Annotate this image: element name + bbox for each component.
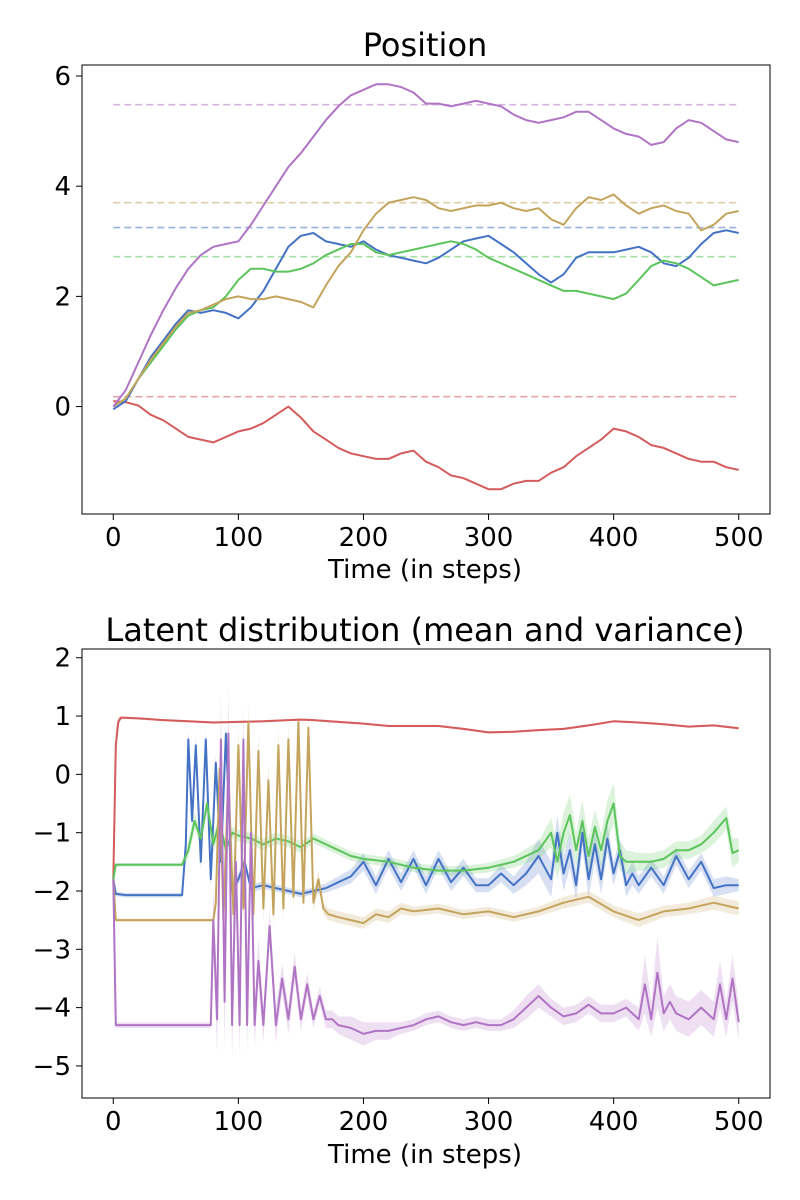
- chart-title: Latent distribution (mean and variance): [105, 611, 744, 649]
- variance-band-3: [113, 704, 739, 938]
- x-axis-label: Time (in steps): [327, 555, 522, 585]
- chart-title: Position: [363, 26, 488, 64]
- series-line-2: [112, 240, 739, 408]
- x-axis-label: Time (in steps): [327, 1140, 522, 1170]
- series-line-0: [112, 716, 739, 880]
- y-tick-label: 0: [54, 760, 71, 790]
- series-line-3: [112, 193, 739, 408]
- y-tick-label: −5: [33, 1052, 71, 1082]
- y-tick-label: 0: [54, 393, 71, 423]
- y-tick-label: −4: [33, 994, 71, 1024]
- series-line-1: [112, 732, 739, 897]
- x-tick-label: 300: [464, 523, 514, 553]
- y-axis: 0 2 4 6: [54, 62, 82, 423]
- x-tick-label: 500: [714, 1107, 764, 1137]
- x-tick-label: 300: [464, 1107, 514, 1137]
- x-tick-label: 200: [339, 1107, 389, 1137]
- series-line-2: [112, 802, 740, 880]
- y-axis: −5 −4 −3 −2 −1 0 1 2: [33, 644, 82, 1082]
- x-tick-label: 0: [105, 523, 122, 553]
- x-tick-label: 100: [214, 1107, 264, 1137]
- x-tick-label: 100: [214, 523, 264, 553]
- series-line-0: [113, 400, 739, 491]
- y-tick-label: 2: [54, 282, 71, 312]
- series-lines: [112, 83, 739, 491]
- series-line-4: [112, 83, 739, 408]
- plot-frame: [81, 64, 771, 515]
- series-lines: [112, 716, 740, 1035]
- x-tick-label: 0: [105, 1107, 122, 1137]
- x-tick-label: 500: [714, 523, 764, 553]
- variance-band-4: [113, 686, 739, 1061]
- y-tick-label: −3: [33, 935, 71, 965]
- y-tick-label: −2: [33, 877, 71, 907]
- x-axis: 0 100 200 300 400 500: [105, 1098, 764, 1137]
- x-tick-label: 400: [589, 523, 639, 553]
- plot-frame: [81, 648, 771, 1099]
- y-tick-label: −1: [33, 819, 71, 849]
- series-line-4: [112, 732, 740, 1035]
- y-tick-label: 6: [54, 62, 71, 92]
- x-axis: 0 100 200 300 400 500: [105, 514, 764, 553]
- variance-bands: [113, 686, 739, 1061]
- latent-distribution-chart: Latent distribution (mean and variance) …: [33, 611, 771, 1170]
- series-line-1: [112, 229, 739, 411]
- y-tick-label: 4: [54, 172, 71, 202]
- x-tick-label: 200: [339, 523, 389, 553]
- position-chart: Position 0 100 200 300 400 500 0 2 4 6 Time (in …: [54, 26, 771, 585]
- variance-band-2: [113, 783, 739, 897]
- x-tick-label: 400: [589, 1107, 639, 1137]
- series-line-3: [112, 720, 739, 925]
- target-lines: [113, 103, 739, 398]
- y-tick-label: 2: [54, 644, 71, 674]
- y-tick-label: 1: [54, 702, 71, 732]
